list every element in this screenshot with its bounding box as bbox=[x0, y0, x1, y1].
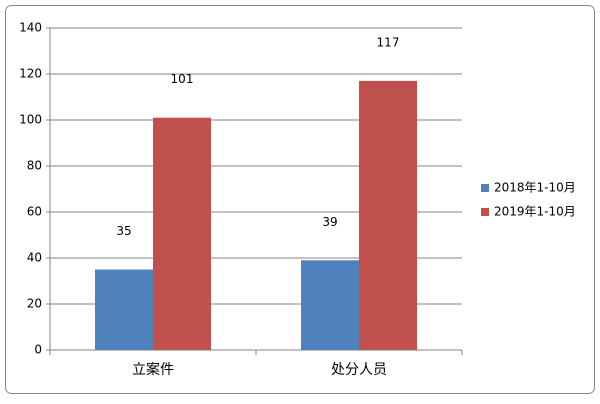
data-label: 101 bbox=[171, 72, 194, 86]
data-label: 117 bbox=[377, 35, 400, 49]
y-tick-label: 60 bbox=[27, 205, 42, 219]
data-label: 35 bbox=[116, 224, 131, 238]
legend-label: 2019年1-10月 bbox=[494, 205, 576, 219]
y-tick-label: 0 bbox=[34, 343, 42, 357]
y-tick-label: 20 bbox=[27, 297, 42, 311]
legend-swatch bbox=[481, 208, 489, 216]
y-tick-label: 80 bbox=[27, 159, 42, 173]
chart-frame bbox=[5, 5, 595, 394]
bar bbox=[301, 260, 359, 350]
y-tick-label: 140 bbox=[19, 21, 42, 35]
x-tick-label: 处分人员 bbox=[331, 362, 387, 378]
y-tick-label: 120 bbox=[19, 67, 42, 81]
legend-swatch bbox=[481, 184, 489, 192]
bar bbox=[95, 269, 153, 350]
bar bbox=[153, 117, 211, 350]
data-label: 39 bbox=[322, 215, 337, 229]
x-tick-label: 立案件 bbox=[132, 361, 174, 378]
y-tick-label: 100 bbox=[19, 113, 42, 127]
y-tick-label: 40 bbox=[27, 251, 42, 265]
bar bbox=[359, 80, 417, 351]
legend-label: 2018年1-10月 bbox=[494, 181, 576, 195]
